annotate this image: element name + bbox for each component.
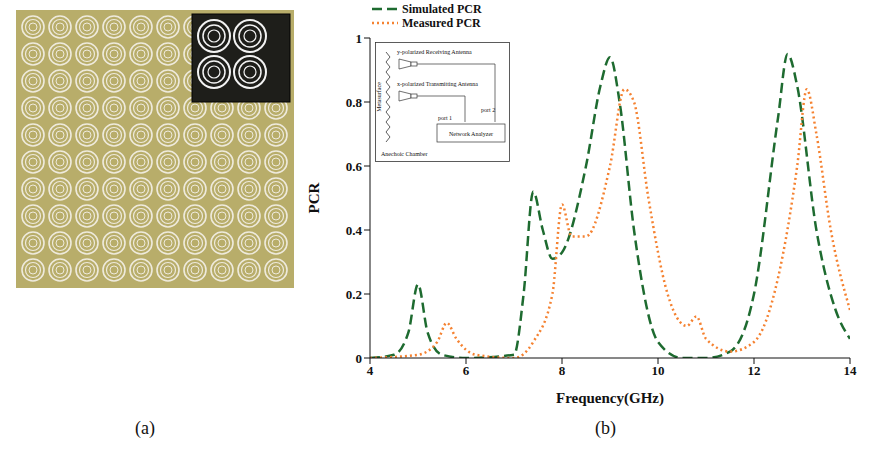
svg-text:Anechoic Chamber: Anechoic Chamber	[381, 151, 427, 157]
svg-text:0.2: 0.2	[346, 287, 362, 302]
svg-text:1: 1	[356, 31, 363, 46]
svg-text:PCR: PCR	[306, 182, 322, 213]
html-text:Measured PCR: Measured PCR	[402, 15, 481, 30]
svg-text:x-polarized Transmitting Anten: x-polarized Transmitting Antenna	[397, 81, 478, 87]
svg-text:0.6: 0.6	[346, 159, 363, 174]
svg-text:Frequency(GHz): Frequency(GHz)	[556, 390, 664, 407]
svg-text:8: 8	[559, 363, 566, 378]
svg-text:0.4: 0.4	[346, 223, 363, 238]
svg-text:0.8: 0.8	[346, 95, 363, 110]
svg-text:Network Analyzer: Network Analyzer	[449, 131, 493, 137]
svg-text:port 1: port 1	[438, 115, 452, 121]
svg-text:y-polarized Receiving Antenna: y-polarized Receiving Antenna	[397, 49, 472, 55]
html-text:(a): (a)	[135, 418, 155, 438]
svg-text:Metasurface: Metasurface	[376, 82, 382, 112]
svg-text:0: 0	[356, 351, 363, 366]
svg-text:4: 4	[367, 363, 374, 378]
svg-text:14: 14	[844, 363, 858, 378]
svg-text:6: 6	[463, 363, 470, 378]
svg-text:10: 10	[652, 363, 665, 378]
html-text:Simulated PCR: Simulated PCR	[402, 1, 482, 16]
svg-text:port 2: port 2	[481, 107, 495, 113]
html-text:(b): (b)	[595, 418, 616, 438]
svg-text:12: 12	[748, 363, 761, 378]
